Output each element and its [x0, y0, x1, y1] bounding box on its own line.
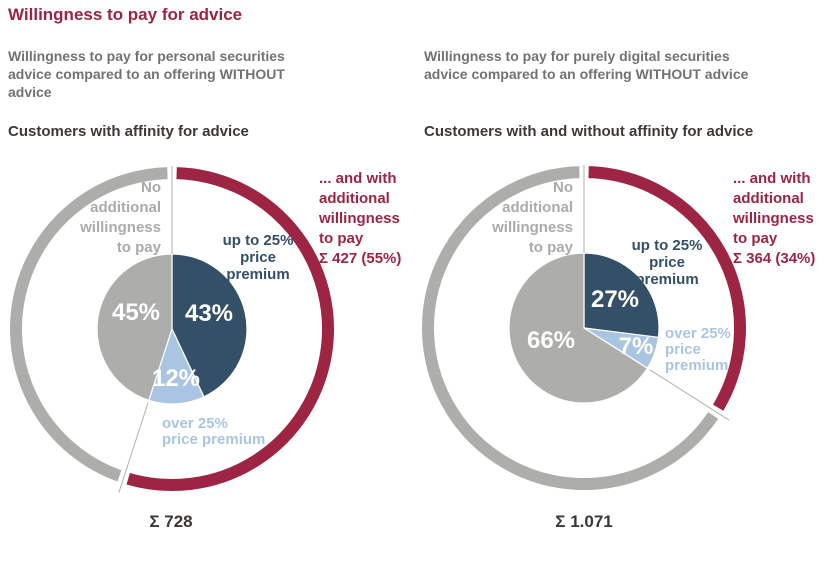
left-label-additional-willingness-sum: ... and with additional willingness to p…: [319, 170, 402, 267]
right-chart-subtitle: Willingness to pay for purely digital se…: [424, 48, 749, 82]
segment-divider-line-cut: [649, 369, 730, 421]
right-pct-up-to-25: 27%: [590, 286, 640, 313]
right-chart-audience-label: Customers with and without affinity for …: [424, 123, 754, 140]
ring-left-and-with-additional-willingness-to-pay: [126, 167, 334, 491]
slice-right-no-additional-willingness-to-pay: [508, 252, 649, 404]
slice-left-no-additional-willingness-to-pay: [96, 253, 173, 402]
slice-left-up-to-25-price-premium: [171, 253, 248, 398]
left-pct-no-additional: 45%: [111, 299, 161, 326]
right-label-additional-willingness-sum: ... and with additional willingness to p…: [733, 170, 816, 267]
right-pct-no-additional: 66%: [526, 327, 576, 354]
left-label-over-25-price-premium: over 25% price premium: [162, 415, 266, 448]
right-pct-over-25: 7%: [618, 333, 654, 360]
right-label-no-additional-willingness: No additional willingness to pay: [492, 179, 573, 256]
ring-left-no-additional-willingness-to-pay: [10, 167, 168, 482]
left-chart-audience-label: Customers with affinity for advice: [8, 123, 249, 140]
left-label-no-additional-willingness: No additional willingness to pay: [80, 179, 161, 256]
left-total-sum: Σ 728: [149, 512, 193, 531]
right-label-over-25-price-premium: over 25% price premium: [665, 325, 731, 374]
page-title: Willingness to pay for advice: [8, 5, 243, 24]
left-chart-subtitle: Willingness to pay for personal securiti…: [8, 48, 285, 100]
slice-right-up-to-25-price-premium: [583, 252, 660, 339]
right-label-up-to-25-price-premium: up to 25% price premium: [631, 237, 703, 288]
ring-right-and-with-additional-willingness-to-pay: [588, 166, 746, 411]
right-total-sum: Σ 1.071: [555, 512, 613, 531]
left-label-up-to-25-price-premium: up to 25% price premium: [222, 232, 294, 283]
ring-right-no-additional-willingness-to-pay: [422, 166, 719, 490]
left-pct-up-to-25: 43%: [184, 300, 234, 327]
left-pct-over-25: 12%: [151, 365, 201, 392]
segment-divider-line-cut: [118, 403, 149, 493]
